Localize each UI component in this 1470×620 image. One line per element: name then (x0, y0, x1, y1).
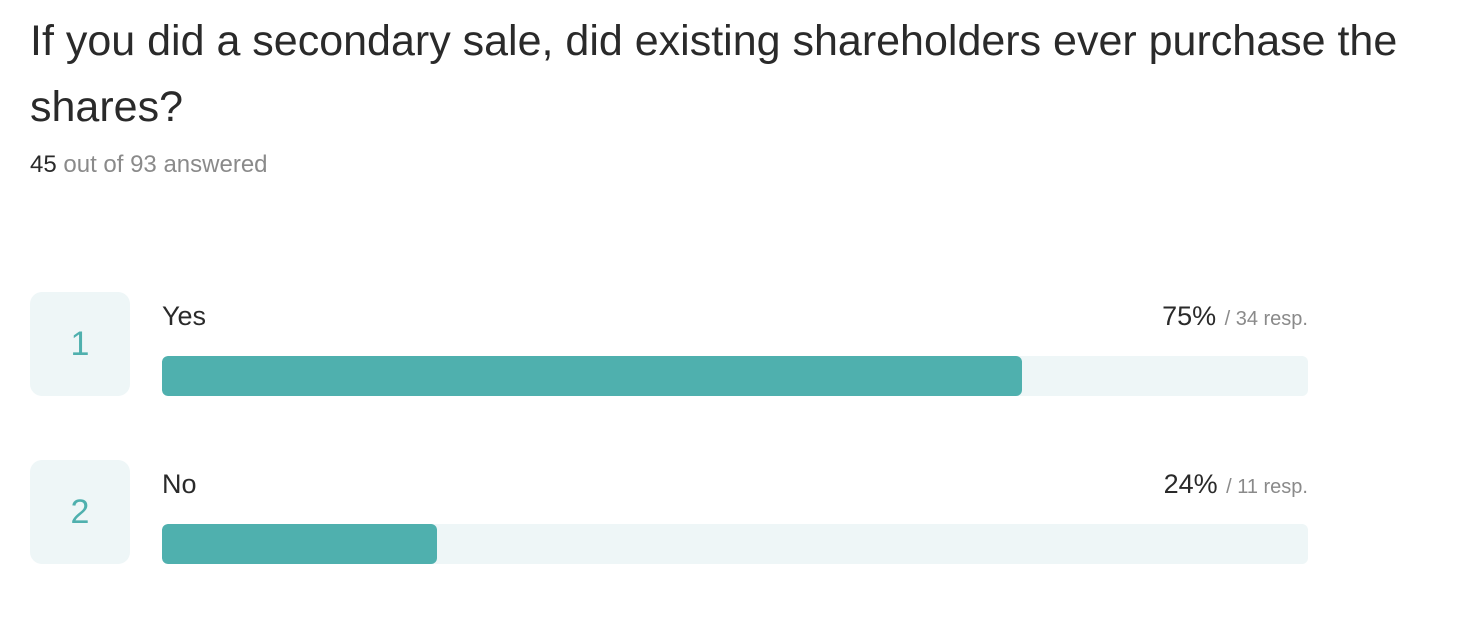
bar-track (162, 356, 1308, 396)
answered-count: 45 out of 93 answered (30, 150, 268, 180)
option-row-yes: 1 Yes 75% / 34 resp. (0, 292, 1470, 396)
option-row-no: 2 No 24% / 11 resp. (0, 460, 1470, 564)
option-stats: 75% / 34 resp. (1162, 298, 1308, 339)
option-percent: 75% (1162, 301, 1217, 331)
option-response-count: / 11 resp. (1226, 476, 1308, 498)
option-label: No (162, 469, 197, 499)
option-response-count: / 34 resp. (1224, 308, 1308, 330)
question-title: If you did a secondary sale, did existin… (30, 17, 1398, 131)
bar-fill-yes (162, 356, 1022, 396)
option-index-badge: 1 (30, 292, 130, 396)
answered-number: 45 (30, 151, 57, 178)
bar-track (162, 524, 1308, 564)
option-label: Yes (162, 301, 207, 331)
option-percent: 24% (1163, 469, 1218, 499)
option-stats: 24% / 11 resp. (1164, 466, 1308, 507)
bar-fill-no (162, 524, 438, 564)
answered-suffix: out of 93 answered (56, 151, 268, 178)
option-index-badge: 2 (30, 460, 130, 564)
